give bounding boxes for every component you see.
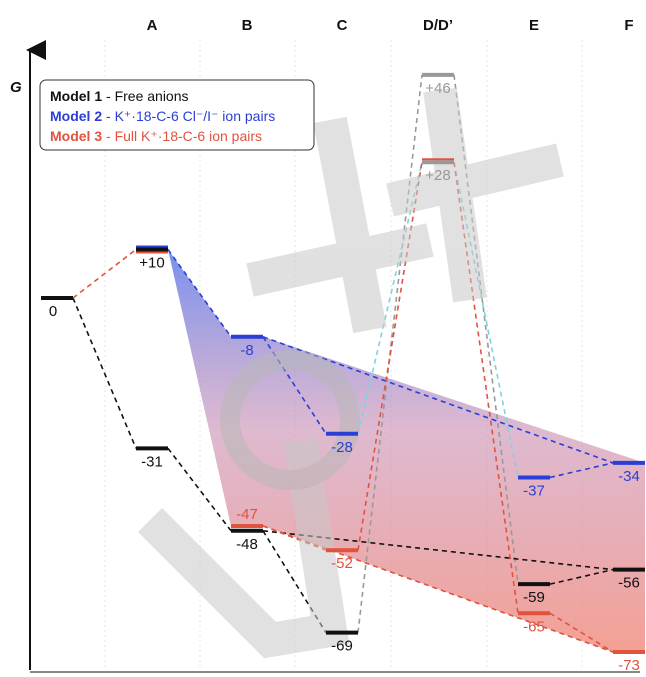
level-value-ld1: +46 [425, 80, 450, 97]
legend-box [39, 79, 315, 151]
level-value-le1: -59 [523, 589, 545, 606]
connection-le1-lf1 [549, 568, 614, 585]
level-value-lc2: -28 [331, 439, 353, 456]
connection-le3-lf3 [549, 612, 614, 653]
level-value-ld2: +28 [425, 167, 450, 184]
level-value-le2: -37 [523, 482, 545, 499]
level-value-lf3: -73 [618, 657, 640, 674]
legend-entry-model1: Model 1 - Free anions [50, 88, 189, 104]
connection-lb2-lf2 [262, 336, 614, 464]
column-label-f: F [624, 17, 633, 34]
column-label-c: C [337, 17, 348, 34]
connection-lb3-lf3 [262, 525, 614, 653]
column-label-e: E [529, 17, 539, 34]
legend-entry-model3: Model 3 - Full K⁺·18-C-6 ion pairs [50, 128, 262, 144]
connection-l0-la [72, 248, 137, 299]
legend: Model 1 - Free anions Model 2 - K⁺·18-C-… [39, 79, 315, 151]
level-value-l0: 0 [49, 303, 57, 320]
level-value-lb1: -48 [236, 536, 258, 553]
level-value-lc3: -52 [331, 555, 353, 572]
column-label-d: D/D’ [423, 17, 453, 34]
column-label-a: A [147, 17, 158, 34]
level-value-lb2: -8 [240, 342, 253, 359]
level-value-le3: -65 [523, 618, 545, 635]
level-value-la1: -31 [141, 453, 163, 470]
connections-layer [72, 74, 614, 653]
level-value-lf2: -34 [618, 468, 640, 485]
legend-entry-model2: Model 2 - K⁺·18-C-6 Cl⁻/I⁻ ion pairs [50, 108, 275, 124]
level-value-lb3: -47 [236, 506, 258, 523]
column-label-b: B [242, 17, 253, 34]
connection-lc2-ld2 [357, 162, 423, 434]
connection-l0-la1 [72, 297, 137, 449]
level-value-la: +10 [139, 255, 164, 272]
g-axis-label: G [10, 79, 22, 96]
level-value-lc1: -69 [331, 638, 353, 655]
column-labels: A B C D/D’ E F [147, 17, 634, 34]
connection-le2-lf2 [549, 462, 614, 479]
level-value-lf1: -56 [618, 575, 640, 592]
watermark-vch [137, 87, 564, 659]
energy-levels: 0 +10 -31 -8 -47 -48 -28 -52 -69 +46 +28 -37 -59 -65 -… [41, 72, 645, 674]
